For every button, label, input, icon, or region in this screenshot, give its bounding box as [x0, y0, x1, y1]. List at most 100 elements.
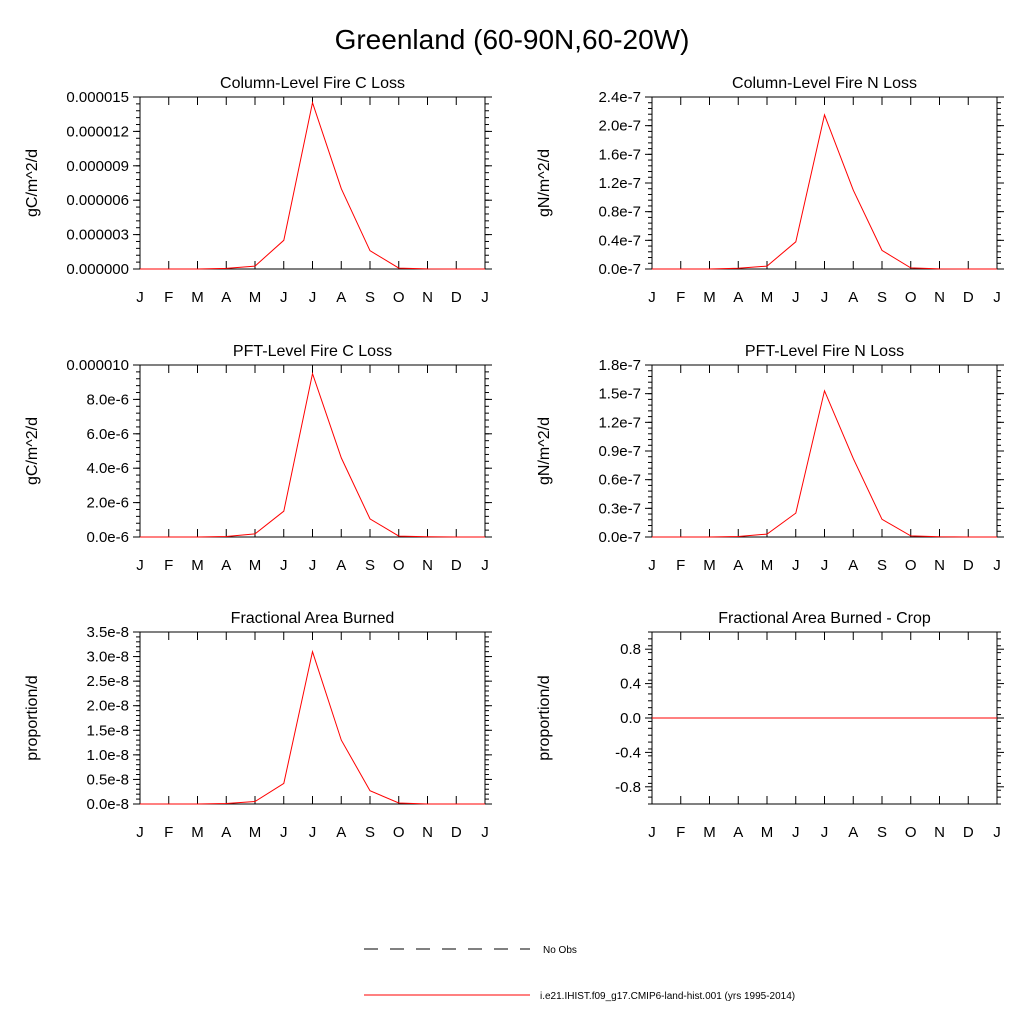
y-tick-label: 0.000003	[66, 227, 129, 244]
y-tick-label: 2.0e-8	[86, 698, 129, 715]
x-tick-label: F	[164, 289, 173, 306]
x-tick-label: N	[422, 824, 433, 841]
x-tick-label: M	[703, 289, 716, 306]
plot-frame	[651, 96, 998, 270]
x-tick-label: O	[905, 557, 917, 574]
y-tick-label: 0.000012	[66, 123, 129, 140]
y-axis-label: proportion/d	[536, 675, 553, 760]
x-tick-label: M	[191, 289, 204, 306]
y-tick-label: 1.2e-7	[598, 175, 641, 192]
x-tick-label: O	[393, 557, 405, 574]
y-tick-label: 1.5e-7	[598, 386, 641, 403]
x-tick-label: S	[365, 557, 375, 574]
x-tick-label: J	[309, 289, 317, 306]
series-line	[140, 100, 485, 270]
x-tick-label: J	[648, 557, 656, 574]
x-tick-label: J	[280, 557, 288, 574]
x-tick-label: S	[365, 824, 375, 841]
x-tick-label: F	[164, 824, 173, 841]
y-tick-label: 0.4e-7	[598, 232, 641, 249]
y-tick-label: 0.000009	[66, 158, 129, 175]
y-tick-label: 1.8e-7	[598, 357, 641, 374]
x-tick-label: D	[451, 557, 462, 574]
y-tick-label: 0.4	[620, 676, 641, 693]
x-tick-label: J	[136, 557, 144, 574]
x-tick-label: D	[451, 824, 462, 841]
x-tick-label: J	[481, 289, 489, 306]
x-tick-label: J	[993, 289, 1001, 306]
y-tick-label: 2.0e-7	[598, 118, 641, 135]
x-tick-label: M	[761, 289, 774, 306]
x-tick-label: A	[848, 289, 858, 306]
y-tick-label: -0.8	[615, 779, 641, 796]
y-tick-label: 1.6e-7	[598, 146, 641, 163]
chart-panel-6: Fractional Area Burned - Crop proportion/…	[536, 610, 1004, 841]
x-tick-label: A	[336, 289, 346, 306]
series-line	[652, 113, 997, 270]
x-tick-label: J	[309, 824, 317, 841]
x-tick-label: J	[792, 289, 800, 306]
x-tick-label: J	[481, 824, 489, 841]
x-tick-label: A	[336, 824, 346, 841]
plot-frame	[139, 364, 486, 538]
x-tick-label: O	[905, 824, 917, 841]
chart-title: PFT-Level Fire C Loss	[233, 343, 392, 360]
x-tick-label: F	[676, 557, 685, 574]
chart-title: Column-Level Fire C Loss	[220, 75, 405, 92]
series-line	[140, 371, 485, 538]
y-tick-label: 3.0e-8	[86, 649, 129, 666]
x-tick-label: D	[963, 824, 974, 841]
figure-title: Greenland (60-90N,60-20W)	[334, 24, 690, 55]
x-tick-label: J	[821, 824, 829, 841]
y-tick-label: 0.000010	[66, 357, 129, 374]
x-tick-label: A	[221, 289, 231, 306]
x-tick-label: S	[877, 557, 887, 574]
y-tick-label: 6.0e-6	[86, 426, 129, 443]
x-tick-label: S	[877, 289, 887, 306]
y-axis-label: gC/m^2/d	[24, 149, 41, 217]
y-tick-label: 0.3e-7	[598, 500, 641, 517]
x-tick-label: N	[422, 557, 433, 574]
series-line	[140, 649, 485, 805]
x-tick-label: D	[963, 289, 974, 306]
y-tick-label: 2.5e-8	[86, 673, 129, 690]
x-tick-label: F	[164, 557, 173, 574]
x-tick-label: O	[393, 289, 405, 306]
x-tick-label: J	[993, 824, 1001, 841]
y-tick-label: 1.2e-7	[598, 414, 641, 431]
x-tick-label: A	[221, 557, 231, 574]
x-tick-label: F	[676, 824, 685, 841]
y-tick-label: 2.4e-7	[598, 89, 641, 106]
chart-title: PFT-Level Fire N Loss	[745, 343, 904, 360]
x-tick-label: D	[451, 289, 462, 306]
legend-obs-label: No Obs	[543, 945, 577, 956]
x-tick-label: A	[733, 289, 743, 306]
plot-frame	[139, 96, 486, 270]
y-axis-label: gN/m^2/d	[536, 417, 553, 485]
chart-title: Column-Level Fire N Loss	[732, 75, 917, 92]
y-tick-label: 0.5e-8	[86, 771, 129, 788]
chart-title: Fractional Area Burned - Crop	[718, 610, 931, 627]
x-tick-label: A	[848, 557, 858, 574]
y-tick-label: 0.000015	[66, 89, 129, 106]
x-tick-label: A	[336, 557, 346, 574]
x-tick-label: J	[136, 289, 144, 306]
y-tick-label: 0.8	[620, 641, 641, 658]
y-tick-label: 2.0e-6	[86, 495, 129, 512]
x-tick-label: D	[963, 557, 974, 574]
x-tick-label: J	[280, 824, 288, 841]
x-tick-label: O	[393, 824, 405, 841]
y-tick-label: 3.5e-8	[86, 624, 129, 641]
x-tick-label: J	[792, 557, 800, 574]
x-tick-label: M	[249, 289, 262, 306]
x-tick-label: S	[365, 289, 375, 306]
x-tick-label: N	[934, 557, 945, 574]
y-tick-label: 1.0e-8	[86, 747, 129, 764]
y-axis-label: gC/m^2/d	[24, 417, 41, 485]
